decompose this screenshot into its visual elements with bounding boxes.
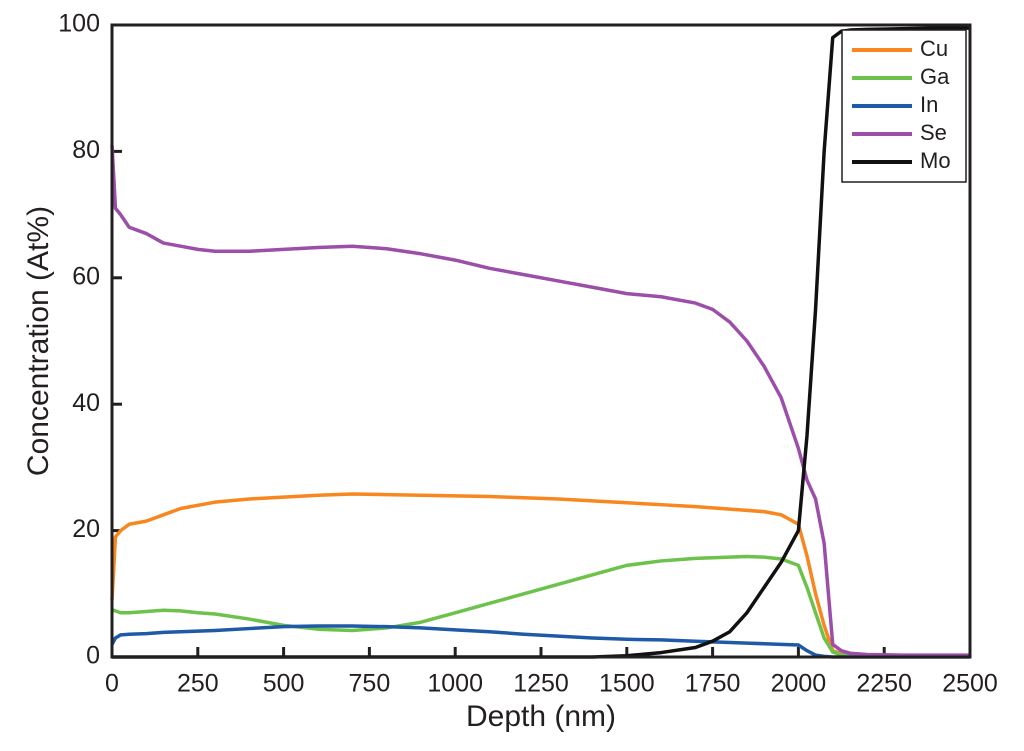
legend-label: Cu	[920, 36, 948, 61]
series-line	[110, 492, 970, 658]
x-tick-label: 2250	[856, 670, 912, 698]
y-tick-label: 40	[72, 389, 100, 417]
y-tick-label: 100	[58, 10, 100, 38]
x-tick-label: 0	[105, 670, 119, 698]
series-line	[110, 144, 970, 657]
y-tick-label: 20	[72, 515, 100, 543]
y-tick-label: 80	[72, 136, 100, 164]
x-tick-label: 750	[349, 670, 391, 698]
x-tick-label: 1000	[427, 670, 483, 698]
plot-frame	[110, 23, 972, 659]
x-tick-label: 2500	[942, 670, 998, 698]
y-axis-label: Concentration (At%)	[22, 206, 55, 476]
x-tick-label: 250	[177, 670, 219, 698]
x-tick-label: 1250	[513, 670, 569, 698]
y-tick-label: 0	[86, 642, 100, 670]
legend-label: Ga	[920, 64, 950, 89]
x-tick-label: 500	[263, 670, 305, 698]
y-tick-label: 60	[72, 262, 100, 290]
x-axis-label: Depth (nm)	[466, 700, 616, 733]
x-tick-label: 1750	[685, 670, 741, 698]
x-tick-label: 1500	[599, 670, 655, 698]
series-line	[111, 554, 970, 658]
x-tick-label: 2000	[771, 670, 827, 698]
legend-label: In	[920, 92, 938, 117]
legend-label: Mo	[920, 148, 951, 173]
legend-label: Se	[920, 120, 947, 145]
